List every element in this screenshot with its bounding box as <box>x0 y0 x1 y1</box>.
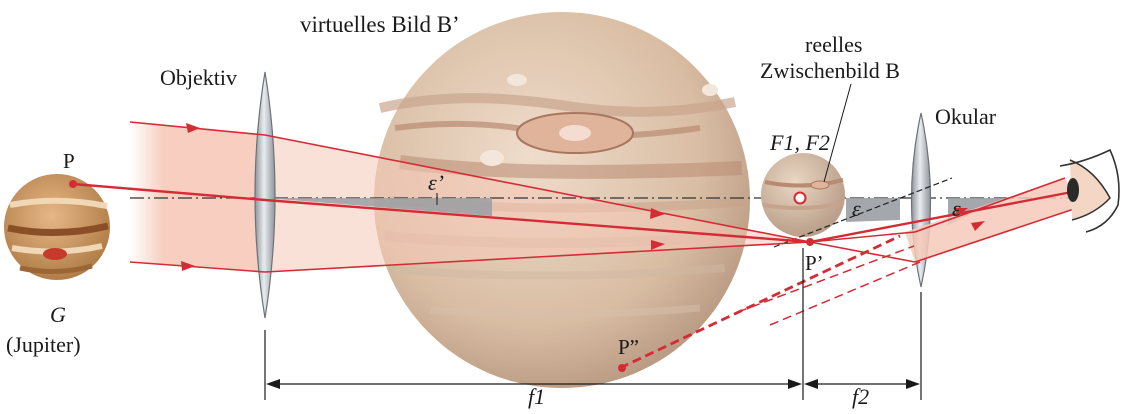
objective-label: Objektiv <box>160 65 237 90</box>
point-p-dot <box>69 180 77 188</box>
focal-point-marker <box>793 191 807 205</box>
focal-length-guides <box>264 248 922 400</box>
ray-set <box>72 121 1081 273</box>
converging-beam <box>265 135 810 272</box>
objective-lens <box>254 71 276 319</box>
eyepiece-label: Okular <box>935 104 997 129</box>
epsilon-prime-wedge <box>265 198 492 216</box>
f1-label: f1 <box>528 384 545 409</box>
real-image-label-line1: reelles <box>805 32 862 57</box>
virtual-image-label: virtuelles Bild B’ <box>300 12 460 37</box>
object-planet-jupiter <box>4 174 110 280</box>
ray-arrowheads <box>181 123 985 271</box>
object-symbol-label: G <box>50 302 66 327</box>
epsilon-left-label: ε <box>852 196 861 221</box>
epsilon-prime-label: ε’ <box>428 170 444 195</box>
point-p-double-prime-dot <box>618 364 626 372</box>
point-p-double-prime-label: P” <box>618 335 639 359</box>
f2-label: f2 <box>852 384 869 409</box>
point-p-prime-label: P’ <box>805 251 824 275</box>
point-p-label: P <box>63 149 75 173</box>
eye-icon <box>1059 148 1120 233</box>
real-image-label-line2: Zwischenbild B <box>760 58 900 83</box>
virtual-rays-dashed <box>619 234 921 370</box>
object-name-label: (Jupiter) <box>6 332 81 357</box>
eyepiece-lens <box>910 112 932 288</box>
incoming-beam <box>130 122 265 272</box>
dimension-arrowheads <box>266 379 920 389</box>
focal-points-label: F1, F2 <box>769 130 830 155</box>
point-p-prime-dot <box>806 238 814 246</box>
epsilon-right-label: ε <box>952 196 961 221</box>
